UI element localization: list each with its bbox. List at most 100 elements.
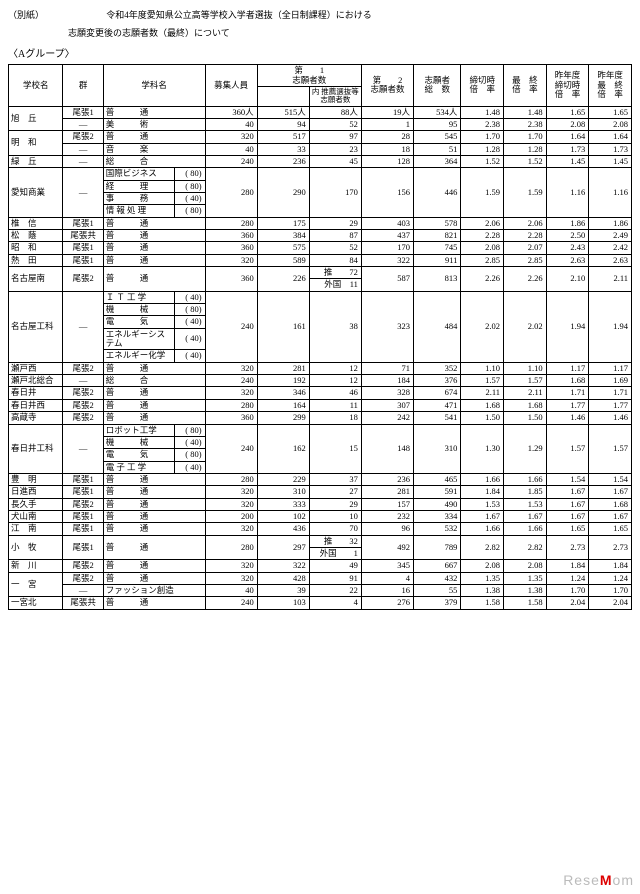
th-app1-blank: [257, 87, 309, 107]
table-body: 旭 丘尾張1普 通360人515人88人19人534人1.481.481.651…: [9, 106, 632, 609]
cell: ( 80): [174, 424, 205, 436]
table-row: ―ファッション創造40392216551.381.381.701.70: [9, 584, 632, 596]
cell: 148: [361, 424, 413, 473]
cell: 尾張2: [63, 498, 103, 510]
cell: 音 楽: [103, 143, 205, 155]
cell: 320: [205, 387, 257, 399]
cell: 320: [205, 131, 257, 143]
cell: 745: [414, 242, 461, 254]
cell: 新 川: [9, 560, 63, 572]
cell: 232: [361, 510, 413, 522]
cell: 2.06: [504, 217, 547, 229]
cell: ( 40): [174, 291, 205, 303]
cell: 12: [309, 362, 361, 374]
table-row: 一宮北尾張共普 通24010342763791.581.582.042.04: [9, 597, 632, 609]
cell: 2.08: [589, 118, 632, 130]
cell: ( 40): [174, 192, 205, 204]
cell: エネルギーシステム: [103, 328, 174, 350]
cell: ―: [63, 375, 103, 387]
cell: 1.24: [589, 572, 632, 584]
cell: 1.17: [546, 362, 589, 374]
table-row: 名古屋工科―Ｉ Ｔ 工 学( 40)240161383234842.022.02…: [9, 291, 632, 303]
cell: ( 80): [174, 449, 205, 461]
cell: 333: [257, 498, 309, 510]
cell: 236: [257, 155, 309, 167]
cell: 1.71: [546, 387, 589, 399]
cell: 320: [205, 254, 257, 266]
cell: 尾張1: [63, 106, 103, 118]
table-row: 瀬戸西尾張2普 通32028112713521.101.101.171.17: [9, 362, 632, 374]
cell: 18: [309, 412, 361, 424]
cell: 4: [309, 597, 361, 609]
cell: 490: [414, 498, 461, 510]
cell: ( 40): [174, 328, 205, 350]
cell: 10: [309, 510, 361, 522]
cell: 豊 明: [9, 473, 63, 485]
corner-label: （別紙）: [8, 10, 44, 20]
cell: 総 合: [103, 375, 205, 387]
cell: 45: [309, 155, 361, 167]
group-label: 〈Aグループ〉: [8, 45, 632, 60]
cell: 椎 信: [9, 217, 63, 229]
cell: 2.08: [504, 560, 547, 572]
cell: 日進西: [9, 486, 63, 498]
cell: 昭 和: [9, 242, 63, 254]
cell: 40: [205, 584, 257, 596]
cell: 2.82: [461, 535, 504, 560]
cell: 普 通: [103, 131, 205, 143]
cell: 328: [361, 387, 413, 399]
cell: 94: [257, 118, 309, 130]
cell: 電 気: [103, 316, 174, 328]
cell: 360: [205, 412, 257, 424]
cell: 1.66: [461, 473, 504, 485]
cell: 384: [257, 230, 309, 242]
cell: 578: [414, 217, 461, 229]
th-school: 学校名: [9, 65, 63, 106]
cell: 1.66: [461, 523, 504, 535]
cell: 1.84: [546, 560, 589, 572]
cell: 346: [257, 387, 309, 399]
cell: 尾張1: [63, 473, 103, 485]
cell: 15: [309, 424, 361, 473]
cell: 27: [309, 486, 361, 498]
cell: 184: [361, 375, 413, 387]
cell: 尾張2: [63, 412, 103, 424]
cell: 1.85: [504, 486, 547, 498]
cell: 156: [361, 168, 413, 217]
cell: 1.77: [589, 399, 632, 411]
title-line1: 令和4年度愛知県公立高等学校入学者選抜（全日制課程）における: [106, 10, 372, 22]
cell: ―: [63, 424, 103, 473]
cell: 1.30: [461, 424, 504, 473]
cell: 1.67: [461, 510, 504, 522]
cell: 2.02: [461, 291, 504, 362]
cell: 2.11: [504, 387, 547, 399]
cell: 1.67: [589, 486, 632, 498]
cell: 普 通: [103, 572, 205, 584]
cell: 437: [361, 230, 413, 242]
table-row: 新 川尾張2普 通320322493456672.082.081.841.84: [9, 560, 632, 572]
title-line2: 志願変更後の志願者数（最終）について: [68, 28, 632, 40]
cell: 一 宮: [9, 572, 63, 597]
cell: 1.67: [546, 510, 589, 522]
cell: 1.57: [589, 424, 632, 473]
cell: 長久手: [9, 498, 63, 510]
wm-c: om: [613, 872, 634, 888]
cell: 1.67: [546, 486, 589, 498]
cell: 瀬戸北総合: [9, 375, 63, 387]
table-row: 昭 和尾張1普 通360575521707452.082.072.432.42: [9, 242, 632, 254]
cell: 1.45: [589, 155, 632, 167]
cell: 1.28: [504, 143, 547, 155]
cell: 39: [257, 584, 309, 596]
cell: 1.35: [461, 572, 504, 584]
cell: 170: [309, 168, 361, 217]
table-row: 春日井工科―ロボット工学( 80)240162151483101.301.291…: [9, 424, 632, 436]
table-row: 高蔵寺尾張2普 通360299182425411.501.501.461.46: [9, 412, 632, 424]
cell: 推 72: [309, 267, 361, 279]
cell: 尾張2: [63, 267, 103, 292]
cell: 242: [361, 412, 413, 424]
cell: 尾張1: [63, 254, 103, 266]
cell: 1.84: [461, 486, 504, 498]
cell: 821: [414, 230, 461, 242]
cell: 1.65: [546, 106, 589, 118]
cell: 170: [361, 242, 413, 254]
